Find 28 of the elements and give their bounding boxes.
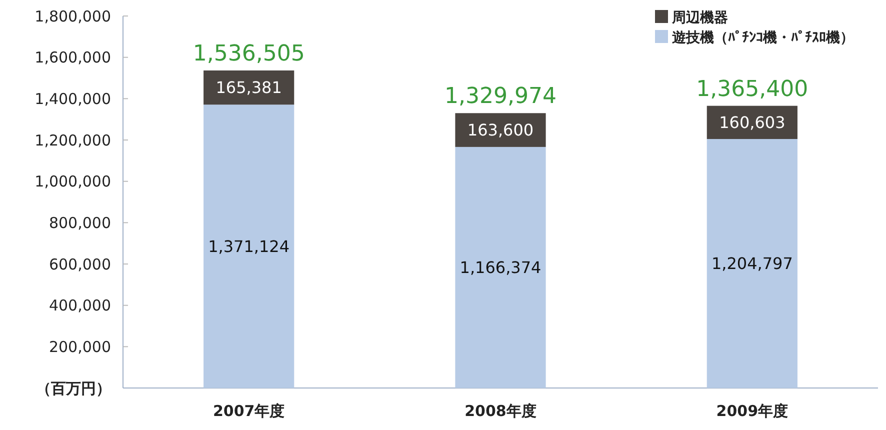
y-tick-label: 600,000 [48, 255, 111, 274]
bar [455, 113, 546, 147]
legend-label: 遊技機（ﾊﾟﾁﾝｺ機・ﾊﾟﾁｽﾛ機） [672, 28, 854, 46]
data-label: 1,371,124 [208, 236, 290, 256]
y-axis-title: （百万円） [36, 379, 111, 398]
bar [706, 139, 798, 388]
bar [455, 146, 546, 388]
y-tick-label: 800,000 [48, 214, 111, 232]
total-label: 1,365,400 [696, 76, 808, 102]
y-tick-label: 1,000,000 [34, 172, 111, 191]
y-tick-label: 1,200,000 [34, 131, 111, 150]
data-label: 1,204,797 [711, 254, 793, 274]
x-tick-label: 2007年度 [212, 402, 285, 420]
data-label: 1,166,374 [460, 258, 542, 278]
total-label: 1,329,974 [444, 84, 556, 110]
total-label: 1,536,505 [192, 41, 305, 66]
y-tick-label: 1,600,000 [34, 48, 111, 67]
data-label: 165,381 [216, 78, 282, 98]
data-label: 163,600 [467, 120, 534, 140]
y-tick-label: 200,000 [48, 338, 111, 356]
bar [204, 104, 294, 388]
y-tick-label: 1,800,000 [34, 7, 111, 26]
data-label: 160,603 [719, 113, 786, 132]
y-tick-label: 400,000 [48, 296, 111, 315]
x-tick-label: 2008年度 [464, 402, 536, 420]
legend-label: 周辺機器 [671, 10, 728, 26]
x-tick-label: 2009年度 [716, 402, 788, 420]
y-tick-label: 1,400,000 [34, 90, 111, 108]
